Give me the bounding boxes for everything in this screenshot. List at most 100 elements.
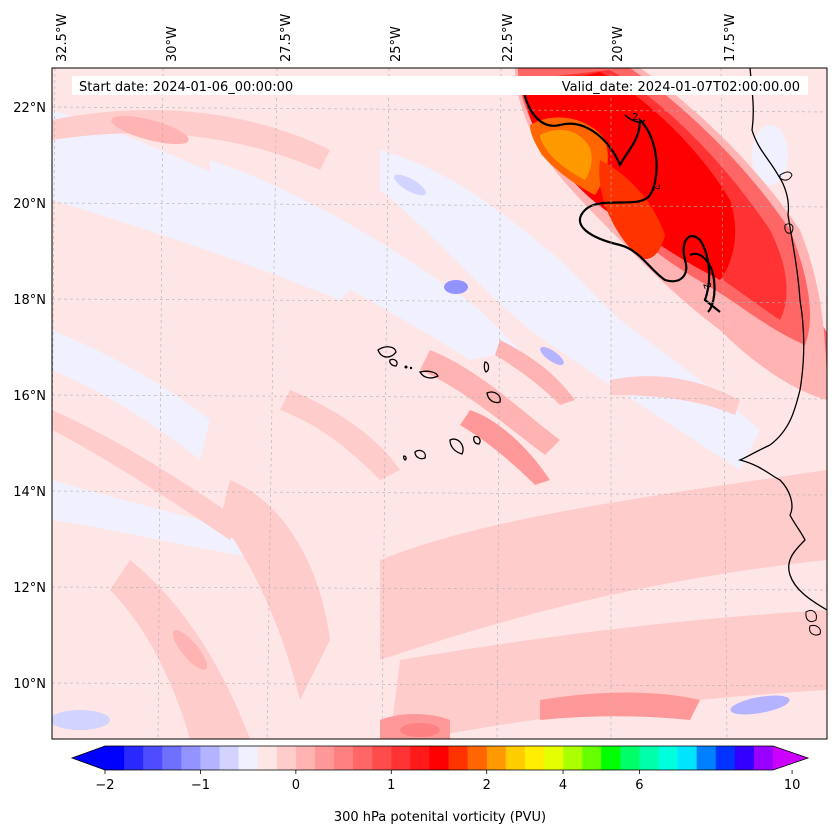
colorbar-cell xyxy=(658,746,678,770)
colorbar-cell xyxy=(143,746,163,770)
contour-label: 2 xyxy=(649,183,662,193)
colorbar-extend-low xyxy=(72,746,105,770)
colorbar-cell xyxy=(353,746,373,770)
lon-tick-label: 17.5°W xyxy=(723,14,738,62)
pv-region-low xyxy=(752,125,788,185)
colorbar-cell xyxy=(505,746,526,770)
coastline xyxy=(805,609,817,623)
start-date-label: Start date: 2024-01-06_00:00:00 xyxy=(79,80,293,95)
lat-tick-label: 10°N xyxy=(13,677,46,692)
colorbar-cell xyxy=(162,746,182,770)
pv-region-high xyxy=(220,480,330,700)
lon-tick-label: 20°W xyxy=(611,26,626,62)
map-gridlines xyxy=(52,68,827,739)
colorbar-cell xyxy=(715,746,736,770)
lat-tick-label: 20°N xyxy=(13,197,46,212)
colorbar: −2−1012461014 300 hPa potenital vorticit… xyxy=(70,745,810,825)
lon-tick-label: 30°W xyxy=(165,26,180,62)
colorbar-tick-label: 6 xyxy=(635,778,643,793)
colorbar-cell xyxy=(429,746,449,770)
pv-region-high xyxy=(420,350,560,455)
valid-date-label: Valid_date: 2024-01-07T02:00:00.00 xyxy=(562,80,800,95)
colorbar-cell xyxy=(677,746,698,770)
colorbar-cells xyxy=(105,746,774,770)
colorbar-cell xyxy=(582,746,602,770)
colorbar-cell xyxy=(486,746,507,770)
colorbar-cell xyxy=(372,746,392,770)
colorbar-cell xyxy=(334,746,354,770)
lat-tick-label: 22°N xyxy=(13,101,46,116)
lat-tick-label: 14°N xyxy=(13,485,46,500)
colorbar-cell xyxy=(639,746,659,770)
header-strip xyxy=(72,76,808,95)
colorbar-tick-label: 10 xyxy=(784,778,801,793)
lat-axis: 22°N 20°N 18°N 16°N 14°N 12°N 10°N xyxy=(13,101,46,692)
lon-tick-label: 32.5°W xyxy=(55,14,70,62)
pv-contour-2 xyxy=(520,79,721,313)
pv-region-high xyxy=(111,115,189,145)
pv-region-low xyxy=(210,160,520,360)
coastline xyxy=(737,68,827,611)
colorbar-cell xyxy=(524,746,545,770)
pv-region-low xyxy=(52,480,280,560)
colorbar-cell xyxy=(753,746,774,770)
colorbar-tick-label: −1 xyxy=(191,778,210,793)
colorbar-cell xyxy=(601,746,621,770)
pv-region-high xyxy=(380,470,827,660)
lon-axis: 32.5°W 30°W 27.5°W 25°W 22.5°W 20°W 17.5… xyxy=(55,14,738,62)
colorbar-cell xyxy=(219,746,239,770)
colorbar-tick-label: −2 xyxy=(95,778,114,793)
lat-tick-label: 16°N xyxy=(13,389,46,404)
cape-verde-islands xyxy=(404,365,413,370)
contour-label: 2 xyxy=(632,112,638,123)
pv-contour-2 xyxy=(624,114,646,123)
colorbar-cell xyxy=(620,746,640,770)
colorbar-cell xyxy=(391,746,411,770)
lat-tick-label: 12°N xyxy=(13,581,46,596)
colorbar-cell xyxy=(467,746,488,770)
colorbar-cell xyxy=(200,746,220,770)
pv-region-low xyxy=(540,346,564,366)
colorbar-tick-label: 4 xyxy=(559,778,567,793)
coastline xyxy=(784,223,794,234)
contour-label: 2 xyxy=(700,281,713,291)
colorbar-cell xyxy=(124,746,144,770)
pv-region-high xyxy=(390,610,827,739)
pv-region-high xyxy=(495,340,575,405)
pv-region-high xyxy=(280,390,400,480)
colorbar-extend-high xyxy=(773,746,808,770)
colorbar-cell xyxy=(257,746,278,770)
lon-tick-label: 22.5°W xyxy=(501,14,516,62)
lon-tick-label: 27.5°W xyxy=(279,14,294,62)
coastline xyxy=(809,625,821,636)
colorbar-cell xyxy=(543,746,564,770)
colorbar-cell xyxy=(238,746,259,770)
pv-field: 2 2 2 xyxy=(52,68,827,739)
pv-region-low xyxy=(730,695,790,715)
colorbar-tick-label: 2 xyxy=(483,778,491,793)
colorbar-tick-label: 0 xyxy=(292,778,300,793)
colorbar-ticks: −2−1012461014 xyxy=(95,770,801,793)
colorbar-cell xyxy=(563,746,583,770)
pv-region-high xyxy=(540,692,700,720)
colorbar-cell xyxy=(276,746,297,770)
map-panel: 2 2 2 xyxy=(51,67,828,740)
colorbar-label: 300 hPa potenital vorticity (PVU) xyxy=(334,810,546,825)
colorbar-cell xyxy=(734,746,755,770)
coastline xyxy=(779,171,793,181)
colorbar-cell xyxy=(696,746,717,770)
lat-tick-label: 18°N xyxy=(13,293,46,308)
colorbar-cell xyxy=(314,746,335,770)
pv-contour-2 xyxy=(689,252,716,313)
pv-region-low xyxy=(52,330,210,460)
pv-region-low xyxy=(394,174,426,196)
pv-region-high xyxy=(460,410,550,485)
pv-region-high xyxy=(52,410,240,540)
colorbar-cell xyxy=(448,746,469,770)
colorbar-cell xyxy=(181,746,201,770)
colorbar-cell xyxy=(105,746,125,770)
lon-tick-label: 25°W xyxy=(389,26,404,62)
colorbar-cell xyxy=(295,746,316,770)
pv-region-high xyxy=(172,630,208,670)
